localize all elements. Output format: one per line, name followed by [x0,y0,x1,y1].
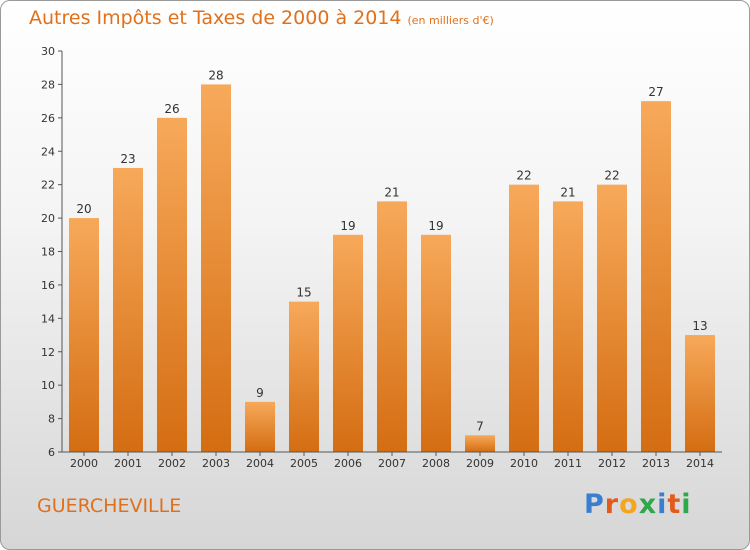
x-tick-label: 2000 [70,457,98,470]
x-tick-label: 2006 [334,457,362,470]
chart-title: Autres Impôts et Taxes de 2000 à 2014 (en… [29,7,494,29]
place-name: GUERCHEVILLE [37,495,182,517]
logo-letter: t [667,489,682,520]
x-tick-label: 2009 [466,457,494,470]
bar [333,234,363,452]
bar-value-label: 9 [256,386,264,400]
bar [465,435,495,452]
x-tick-label: 2012 [598,457,626,470]
y-tick-label: 6 [48,446,55,459]
chart-subtitle: (en milliers d'€) [407,14,494,27]
bar-value-label: 22 [516,169,531,183]
logo-letter: x [638,489,658,520]
y-tick-label: 30 [41,45,55,58]
proxiti-logo: Proxiti [584,489,692,520]
bar [553,201,583,452]
y-tick-label: 12 [41,346,55,359]
x-tick-label: 2013 [642,457,670,470]
logo-letter: o [619,489,639,520]
y-tick-label: 10 [41,379,55,392]
chart-title-text: Autres Impôts et Taxes de 2000 à 2014 [29,7,402,29]
x-tick-label: 2011 [554,457,582,470]
y-tick-label: 8 [48,413,55,426]
y-tick-label: 22 [41,179,55,192]
x-tick-label: 2004 [246,457,274,470]
x-tick-label: 2002 [158,457,186,470]
bar-value-label: 22 [604,169,619,183]
y-axis: 6 8 10 12 14 16 18 20 22 24 26 28 30 [41,45,63,459]
y-tick-label: 26 [41,112,55,125]
bar [245,401,275,452]
bar-value-label: 15 [296,286,311,300]
bar-value-label: 19 [340,219,355,233]
y-tick-label: 16 [41,279,55,292]
bar-value-label: 21 [384,185,399,199]
y-tick-label: 28 [41,78,55,91]
bar [421,234,451,452]
logo-letter: r [604,489,620,520]
x-tick-label: 2010 [510,457,538,470]
bar-value-label: 13 [692,319,707,333]
x-axis: 2000 2001 2002 2003 2004 2005 2006 2007 2008 2009… [62,451,722,470]
bar-value-label: 21 [560,185,575,199]
y-tick-label: 20 [41,212,55,225]
bar [377,201,407,452]
bar [157,117,187,452]
bar [113,167,143,453]
bar-value-label: 19 [428,219,443,233]
logo-letter: i [681,489,692,520]
x-tick-label: 2008 [422,457,450,470]
bar-value-label: 28 [208,68,223,82]
bar [597,184,627,452]
bar [69,218,99,452]
bar-series: 20 23 26 28 9 15 19 21 19 7 22 21 22 27 13 [69,68,715,453]
x-tick-label: 2007 [378,457,406,470]
bar-value-label: 27 [648,85,663,99]
bar [685,335,715,452]
x-tick-label: 2014 [686,457,714,470]
logo-letter: i [657,489,668,520]
bar-value-label: 26 [164,102,179,116]
bar-value-label: 20 [76,202,91,216]
bar [641,101,671,452]
bar [289,301,319,452]
x-tick-label: 2005 [290,457,318,470]
y-tick-label: 14 [41,312,55,325]
bar [509,184,539,452]
x-tick-label: 2003 [202,457,230,470]
y-tick-label: 24 [41,145,55,158]
logo-letter: P [584,489,605,520]
y-tick-label: 18 [41,246,55,259]
bar [201,84,231,453]
bar-value-label: 23 [120,152,135,166]
bar-value-label: 7 [476,419,484,433]
x-tick-label: 2001 [114,457,142,470]
